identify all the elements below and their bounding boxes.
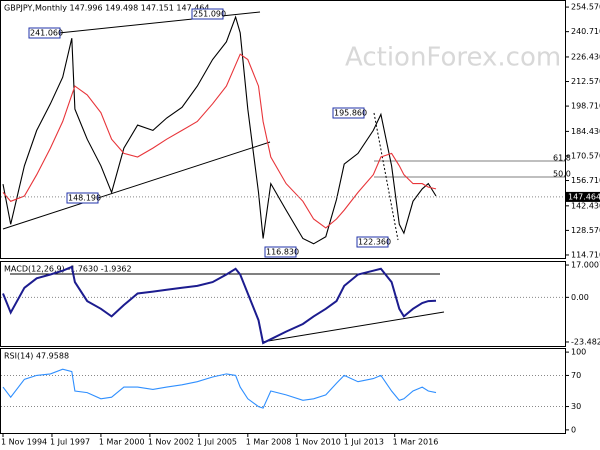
y-tick-label: 254.570 [571,3,600,12]
series-line [2,53,437,229]
y-tick-label: 70 [571,371,581,380]
last-price-box [566,191,600,202]
x-tick-label: 1 Mar 2016 [393,438,439,447]
annotation: 195.860 [334,109,367,118]
series-line [2,15,437,245]
x-tick-label: 1 Jul 2013 [344,438,384,447]
x-tick-label: 1 Jul 1997 [50,438,90,447]
annotation: 241.060 [30,29,63,38]
annotation: 50.0 [553,170,571,179]
series-line [2,368,437,409]
y-tick-label: 156.710 [571,176,600,185]
annotation-box [264,246,297,258]
y-tick-label: 198.710 [571,102,600,111]
annotation: 251.090 [193,10,226,19]
price-panel [0,0,566,259]
annotation-box [191,8,224,20]
annotation: 116.830 [266,248,299,257]
panel-title: RSI(14) 47.9588 [4,352,69,361]
rsi-panel [0,348,566,434]
y-tick-label: 0 [571,425,576,434]
y-tick-label: 17.0007 [571,261,600,270]
trendline [2,141,271,230]
y-tick-label: 100 [571,348,586,357]
macd-panel [0,261,566,347]
annotation-box [28,27,61,39]
y-tick-label: 0.00 [571,293,589,302]
annotation: 61.8 [553,154,571,163]
annotation-box [66,192,99,204]
annotation-box [332,107,365,119]
y-tick-label: 114.710 [571,250,600,259]
y-tick-label: 142.430 [571,201,600,210]
y-tick-label: 128.570 [571,226,600,235]
trendline [261,311,445,343]
y-tick-label: 212.570 [571,77,600,86]
annotation: 148.190 [68,194,101,203]
x-tick-label: 1 Mar 2008 [246,438,292,447]
x-tick-label: 1 Mar 2000 [99,438,145,447]
x-tick-label: 1 Nov 2002 [148,438,194,447]
watermark: ActionForex.com [345,43,561,73]
fib-base [373,112,399,241]
series-line [2,265,437,345]
y-tick-label: 226.430 [571,52,600,61]
y-tick-label: 30 [571,402,581,411]
y-tick-label: 170.570 [571,151,600,160]
x-tick-label: 1 Nov 2010 [295,438,341,447]
x-tick-label: 1 Nov 1994 [1,438,47,447]
last-price-label: 147.464 [568,192,600,201]
panel-title: GBPJPY,Monthly 147.996 149.498 147.151 1… [4,4,209,13]
y-tick-label: -23.4823 [571,337,600,346]
x-tick-label: 1 Jul 2005 [197,438,237,447]
y-tick-label: 184.430 [571,127,600,136]
annotation: 122.360 [358,238,391,247]
y-tick-label: 240.710 [571,27,600,36]
annotation-box [356,236,389,248]
